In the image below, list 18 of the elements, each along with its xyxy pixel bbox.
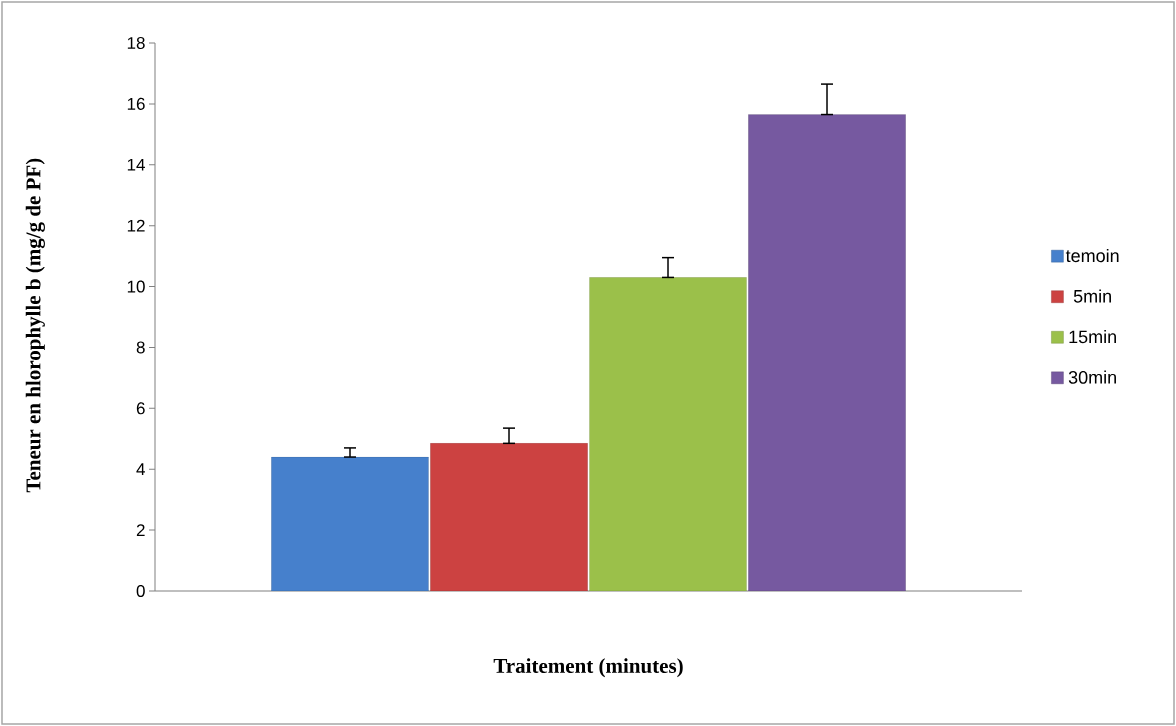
- y-tick-label: 12: [127, 219, 145, 232]
- legend-label: 5min: [1073, 289, 1111, 303]
- y-tick-label: 18: [127, 36, 145, 50]
- legend-label: temoin: [1065, 248, 1119, 263]
- legend-label: 30min: [1068, 370, 1116, 384]
- y-tick-label: 8: [136, 341, 145, 354]
- y-tick-label: 6: [136, 402, 145, 415]
- y-tick-label: 4: [136, 463, 145, 476]
- bar: [430, 443, 588, 591]
- y-axis-title: Teneur en hlorophylle b (mg/g de PF): [25, 158, 45, 493]
- y-tick-label: 10: [127, 280, 145, 293]
- y-tick-label: 14: [127, 158, 145, 171]
- bar: [589, 277, 747, 591]
- legend-label: 15min: [1069, 329, 1116, 344]
- x-axis-title: Traitement (minutes): [493, 658, 683, 678]
- y-tick-label: 16: [127, 97, 145, 110]
- y-tick-label: 0: [136, 584, 145, 598]
- y-tick-label: 2: [136, 524, 145, 537]
